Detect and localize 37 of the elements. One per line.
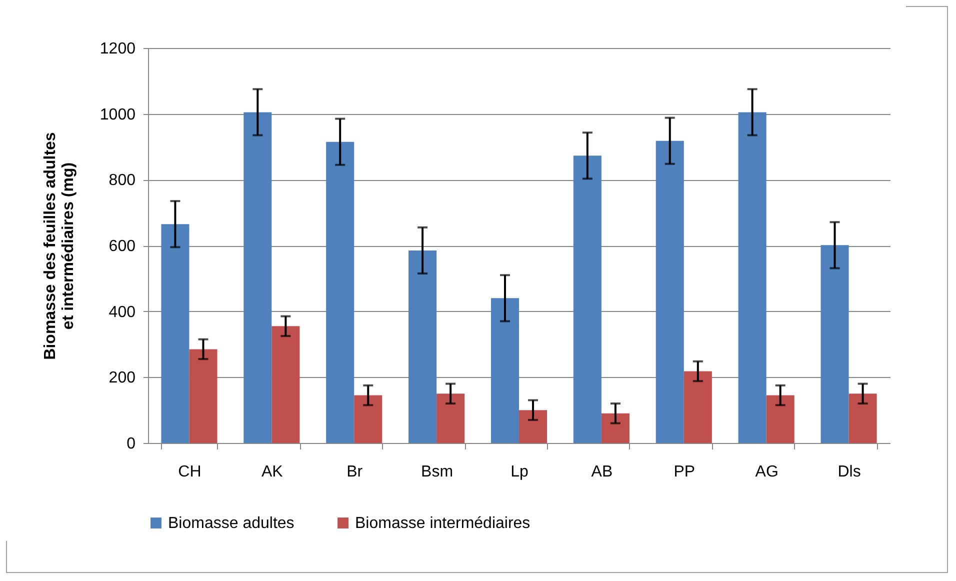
bar [601, 413, 630, 443]
x-tick-label: Dls [838, 464, 861, 480]
y-tick-label: 0 [126, 436, 136, 452]
x-tick-label: AG [755, 464, 778, 480]
y-tick-label: 1000 [100, 106, 136, 124]
x-tick-label: PP [674, 464, 696, 480]
x-tick-label: AK [261, 464, 284, 480]
bar [326, 142, 354, 443]
bar [766, 395, 794, 443]
bar [573, 156, 602, 443]
bar [490, 298, 519, 443]
bar [408, 250, 437, 443]
bar [684, 371, 712, 443]
bar [161, 224, 190, 443]
bar [519, 410, 548, 443]
legend-label: Biomasse intermédiaires [355, 515, 530, 532]
bar [244, 112, 272, 443]
bar [656, 140, 684, 443]
legend-label: Biomasse adultes [168, 515, 294, 532]
bar [820, 245, 849, 443]
y-tick-label: 600 [108, 238, 136, 255]
x-tick-label: CH [178, 464, 202, 480]
x-tick-label: Lp [510, 464, 528, 480]
bar [272, 326, 300, 443]
bar [738, 112, 766, 443]
y-tick-label: 800 [108, 172, 136, 190]
x-tick-label: AB [591, 464, 613, 480]
y-tick-label: 200 [108, 370, 136, 387]
x-tick-label: Bsm [421, 464, 454, 480]
bar [848, 394, 877, 443]
y-tick-label: 1200 [100, 40, 136, 58]
bar [436, 394, 465, 443]
bar [189, 349, 218, 443]
y-axis-title: Biomasse des feuilles adultes et intermédiaires (mg) [42, 132, 77, 360]
y-tick-label: 400 [108, 304, 136, 321]
x-tick-label: Br [346, 464, 364, 480]
bar [354, 395, 382, 443]
